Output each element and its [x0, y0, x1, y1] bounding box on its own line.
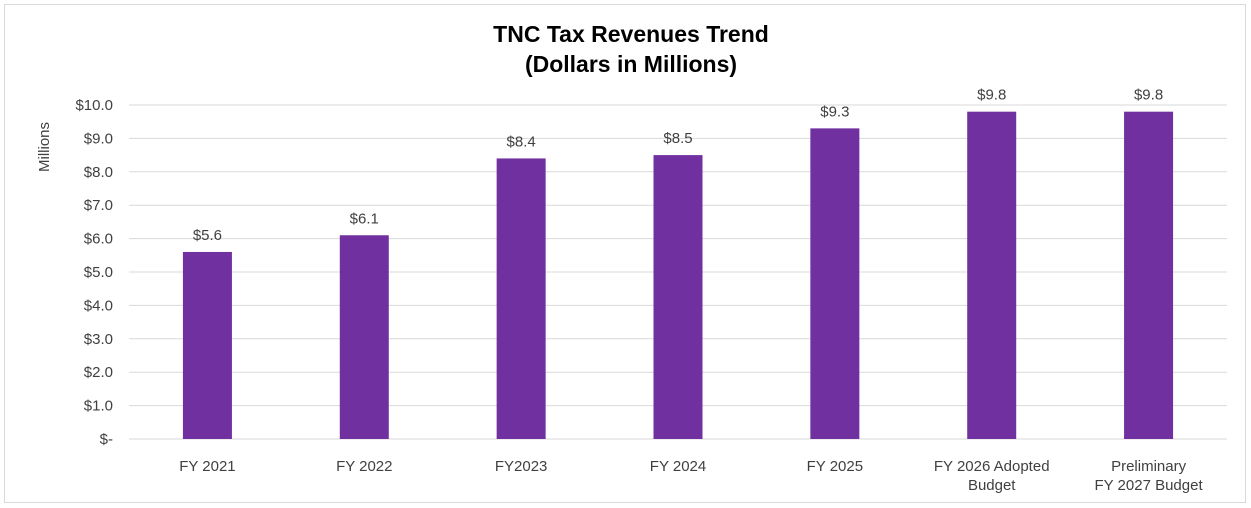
y-tick-label: $5.0 — [84, 264, 113, 281]
y-tick-label: $8.0 — [84, 164, 113, 181]
data-label: $8.5 — [663, 130, 692, 147]
y-tick-label: $6.0 — [84, 231, 113, 248]
chart-title: TNC Tax Revenues Trend (Dollars in Millio… — [493, 21, 769, 77]
chart-frame: TNC Tax Revenues Trend (Dollars in Millio… — [4, 4, 1246, 503]
x-category-label: Preliminary FY 2027 Budget — [1094, 458, 1203, 494]
y-axis-title: Millions — [36, 122, 53, 172]
x-category-label: FY2023 — [495, 458, 548, 475]
bar — [653, 155, 703, 439]
chart-title-line-2: (Dollars in Millions) — [525, 51, 737, 77]
y-tick-label: $9.0 — [84, 130, 113, 147]
x-category-label: FY 2022 — [336, 458, 392, 475]
y-axis-title-text: Millions — [36, 122, 53, 172]
bar — [182, 251, 232, 439]
data-label: $6.1 — [350, 210, 379, 227]
data-label: $9.8 — [977, 87, 1006, 104]
bars — [182, 111, 1174, 440]
bar — [496, 158, 546, 439]
x-category-label: FY 2024 — [650, 458, 706, 475]
data-labels: $5.6 $6.1 $8.4 $8.5 $9.3 $9.8 $9.8 — [193, 87, 1163, 244]
data-label: $5.6 — [193, 227, 222, 244]
y-tick-label: $4.0 — [84, 297, 113, 314]
y-tick-label: $2.0 — [84, 364, 113, 381]
bar — [967, 111, 1017, 440]
bar — [339, 235, 389, 439]
data-label: $8.4 — [507, 133, 536, 150]
bar-chart: TNC Tax Revenues Trend (Dollars in Millio… — [36, 21, 1227, 494]
chart-title-line-1: TNC Tax Revenues Trend — [493, 21, 769, 47]
y-tick-label: $1.0 — [84, 398, 113, 415]
y-tick-label: $7.0 — [84, 197, 113, 214]
x-axis-categories: FY 2021 FY 2022 FY2023 FY 2024 FY 2025 FY 202… — [179, 458, 1203, 494]
y-tick-label: $- — [100, 431, 113, 448]
y-tick-label: $10.0 — [75, 97, 113, 114]
x-category-label: FY 2025 — [807, 458, 863, 475]
y-axis-ticks: $- $1.0 $2.0 $3.0 $4.0 $5.0 $6.0 $7.0 $8.0 $9.0 $1… — [75, 97, 113, 448]
x-category-label: FY 2026 Adopted Budget — [934, 458, 1050, 494]
x-category-label: FY 2021 — [179, 458, 235, 475]
bar — [1124, 111, 1174, 440]
bar — [810, 128, 860, 439]
data-label: $9.3 — [820, 103, 849, 120]
data-label: $9.8 — [1134, 87, 1163, 104]
y-tick-label: $3.0 — [84, 331, 113, 348]
